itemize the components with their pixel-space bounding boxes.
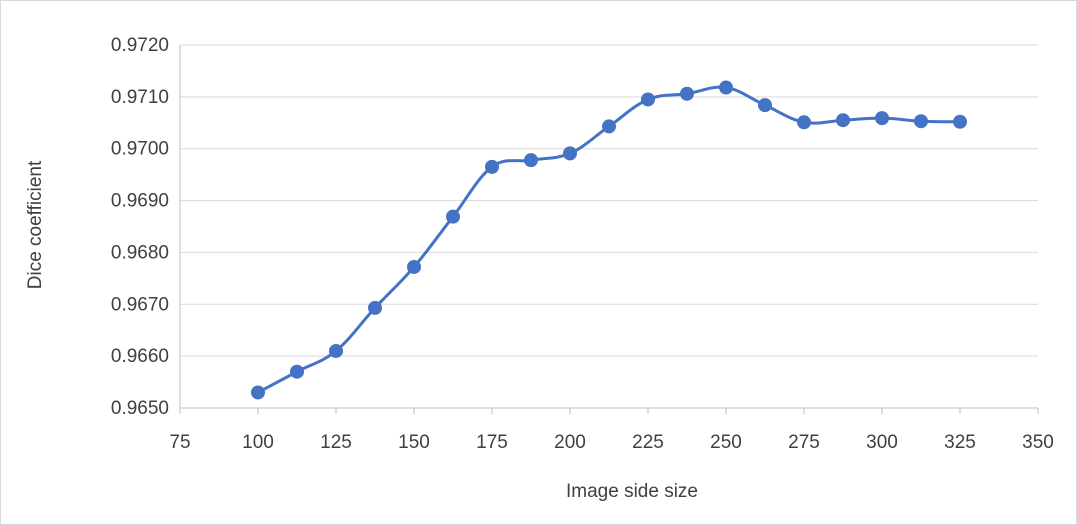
data-point-16	[875, 111, 889, 126]
data-point-5	[446, 209, 460, 224]
data-point-2	[329, 343, 343, 358]
x-tick-label-2: 125	[320, 432, 352, 453]
y-tick-label-4: 0.9690	[111, 191, 169, 212]
axes	[179, 45, 1039, 414]
data-point-18	[953, 114, 967, 129]
data-point-17	[914, 114, 928, 129]
data-point-1	[290, 364, 304, 379]
y-tick-label-5: 0.9700	[111, 139, 169, 160]
x-tick-label-7: 250	[710, 432, 742, 453]
data-point-9	[602, 119, 616, 134]
data-point-12	[719, 80, 733, 95]
x-tick-label-0: 75	[169, 432, 190, 453]
y-axis-title: Dice coefficient	[25, 160, 46, 289]
y-tick-label-3: 0.9680	[111, 242, 169, 263]
data-point-11	[680, 86, 694, 101]
x-tick-label-6: 225	[632, 432, 664, 453]
series	[251, 80, 967, 400]
x-tick-label-1: 100	[242, 432, 274, 453]
x-tick-label-10: 325	[944, 432, 976, 453]
data-point-14	[797, 115, 811, 130]
data-point-6	[485, 159, 499, 174]
y-tick-label-7: 0.9720	[111, 35, 169, 56]
data-point-8	[563, 146, 577, 161]
x-tick-label-3: 150	[398, 432, 430, 453]
data-point-4	[407, 259, 421, 274]
y-tick-label-2: 0.9670	[111, 294, 169, 315]
y-tick-label-0: 0.9650	[111, 398, 169, 419]
y-tick-label-6: 0.9710	[111, 87, 169, 108]
data-point-10	[641, 92, 655, 107]
x-tick-label-11: 350	[1022, 432, 1054, 453]
data-point-15	[836, 113, 850, 128]
x-tick-label-5: 200	[554, 432, 586, 453]
x-tick-label-4: 175	[476, 432, 508, 453]
data-point-3	[368, 300, 382, 315]
gridlines	[180, 44, 1038, 357]
tick-labels: 0.9650 0.9660 0.9670 0.9680 0.9690 0.9700 0.97…	[111, 35, 1054, 453]
data-point-0	[251, 385, 265, 400]
x-axis-title: Image side size	[566, 481, 698, 502]
x-tick-label-8: 275	[788, 432, 820, 453]
x-tick-label-9: 300	[866, 432, 898, 453]
data-point-13	[758, 98, 772, 113]
data-point-7	[524, 153, 538, 168]
y-tick-label-1: 0.9660	[111, 346, 169, 367]
